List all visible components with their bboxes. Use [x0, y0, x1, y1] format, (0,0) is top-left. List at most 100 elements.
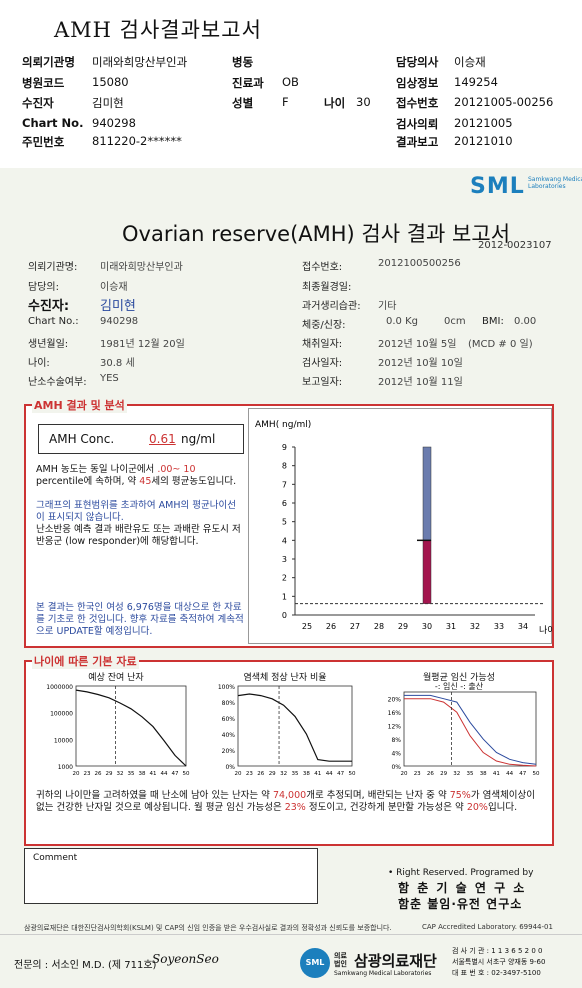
- x-tick-label: 44: [506, 771, 513, 777]
- info-value: 기타: [378, 301, 397, 312]
- amh-range-bar: [422, 540, 432, 604]
- header-value: 15080: [92, 75, 129, 89]
- header-value: 149254: [454, 75, 498, 89]
- mini-chart-svg: 100% 80% 60% 40% 20% 0%20 23 26 29 32 35 38 41 44 47 50: [218, 684, 356, 777]
- header-label: 의뢰기관명: [22, 55, 75, 69]
- x-tick-label: 23: [414, 771, 421, 777]
- y-tick-label: 3: [282, 555, 287, 564]
- doctor-signature: SoyeonSeo: [152, 952, 219, 966]
- header-label: 임상정보: [396, 76, 439, 90]
- x-tick-label: 44: [161, 771, 168, 777]
- info-label: 과거생리습관:: [302, 301, 361, 312]
- amh-range-note: 그래프의 표현범위를 초과하여 AMH의 평균나이선이 표시되지 않습니다.: [36, 500, 236, 523]
- header-label: 결과보고: [396, 135, 439, 149]
- x-tick-label: 20: [235, 771, 242, 777]
- report-title: Ovarian reserve(AMH) 검사 결과 보고서: [122, 222, 511, 246]
- y-tick-label: 100000: [50, 711, 73, 718]
- header-label: 나이: [324, 96, 346, 110]
- contact-line: 대 표 번 호 : 02-3497-5100: [452, 969, 541, 977]
- x-tick-label: 32: [117, 771, 124, 777]
- amh-conc-unit: ng/ml: [181, 432, 216, 446]
- info-label: 난소수술여부:: [28, 377, 87, 388]
- y-tick-label: 60%: [222, 716, 236, 723]
- y-tick-label: 1: [282, 592, 287, 601]
- header-label: 성별: [232, 96, 254, 110]
- amh-text-segment: 세의 평균농도입니다.: [151, 476, 237, 487]
- summary-segment: 가 염색체이상이 없는 건강한 난자일 것으로 예상됩니다. 월 평균 임신 가…: [36, 790, 536, 813]
- section-title: AMH 결과 및 분석: [32, 397, 127, 413]
- y-tick-label: 4: [282, 536, 287, 545]
- info-value: 미래와희망산부인과: [100, 262, 183, 273]
- y-tick-label: 1000000: [46, 684, 73, 691]
- header-label: Chart No.: [22, 116, 84, 130]
- mini-chart-chromosome: 100% 80% 60% 40% 20% 0% 20 23 26 29 32 35 38 41 44 47 50…: [210, 670, 360, 782]
- mini-chart-svg: 20% 16% 12% 8% 4% 0%20 23 26 29 32 35 38 41 44 47 50: [388, 691, 540, 777]
- y-tick-label: 4%: [391, 751, 401, 758]
- y-tick-label: 20%: [222, 748, 236, 755]
- chart2-frame: [237, 685, 353, 767]
- info-value: 30.8 세: [100, 358, 135, 369]
- chart1-curve: [75, 689, 187, 767]
- comment-label: Comment: [33, 853, 78, 863]
- amh-text-segment: .00~ 10: [157, 464, 196, 475]
- x-tick-label: 23: [84, 771, 91, 777]
- x-tick-label: 33: [494, 622, 504, 631]
- logo-prefix: 의료법인: [334, 952, 347, 968]
- header-value: 940298: [92, 116, 136, 130]
- x-tick-label: 38: [139, 771, 146, 777]
- patient-name: 김미현: [100, 299, 136, 314]
- info-value: 940298: [100, 316, 139, 327]
- x-axis-label: 나이: [539, 625, 553, 636]
- chart3-series-line: [404, 694, 537, 765]
- age-summary-text: 귀하의 나이만을 고려하였을 때 난소에 남아 있는 난자는 약 74,000개…: [36, 790, 546, 814]
- height-value: 0cm: [444, 316, 466, 327]
- summary-segment: 23%: [284, 802, 306, 813]
- info-label: 검사일자:: [302, 358, 343, 369]
- mini-chart-title: 월평균 임신 가능성: [423, 673, 495, 683]
- amh-result-section: AMH 결과 및 분석 AMH Conc. 0.61 ng/ml AMH 농도는…: [24, 397, 554, 648]
- y-tick-label: 80%: [222, 700, 236, 707]
- logo-english: Samkwang Medical Laboratories: [334, 970, 432, 977]
- info-value: 2012년 10월 11일: [378, 377, 463, 388]
- header-value: F: [282, 95, 289, 109]
- header-row: 병원코드 15080 진료과 OB 임상정보 149254: [0, 75, 582, 93]
- mini-chart-title: 염색체 정상 난자 비율: [243, 673, 327, 683]
- header-label: 병원코드: [22, 76, 65, 90]
- header-label: 주민번호: [22, 135, 65, 149]
- x-tick-label: 29: [440, 771, 447, 777]
- header-row: 수진자 김미현 성별 F 나이 30 접수번호 20121005-00256: [0, 95, 582, 113]
- x-tick-label: 29: [269, 771, 276, 777]
- y-tick-label: 0: [282, 611, 287, 620]
- amh-text-segment: percentile에 속하며, 약: [36, 476, 140, 487]
- summary-segment: 입니다.: [487, 802, 518, 813]
- section-title: 나이에 따른 기본 자료: [32, 653, 139, 669]
- institute-name: 함 춘 기 술 연 구 소: [398, 881, 527, 895]
- divider: [0, 934, 582, 935]
- amh-conc-box: AMH Conc. 0.61 ng/ml: [38, 424, 244, 454]
- x-tick-label: 41: [314, 771, 321, 777]
- mini-chart-legend: -: 임신 -: 출산: [434, 682, 484, 691]
- x-tick-label: 26: [95, 771, 102, 777]
- header-label: 검사의뢰: [396, 117, 439, 131]
- report-card: SML Samkwang Medical Laboratories Ovaria…: [0, 168, 582, 988]
- y-tick-label: 8: [282, 462, 287, 471]
- info-value: 이승재: [100, 282, 128, 293]
- x-tick-label: 47: [519, 771, 526, 777]
- header-value: 20121005-00256: [454, 95, 554, 109]
- x-tick-label: 29: [398, 622, 408, 631]
- weight-value: 0.0 Kg: [386, 316, 418, 327]
- contact-line: 서울특별시 서초구 양재동 9-60: [452, 958, 546, 966]
- x-tick-label: 34: [518, 622, 528, 631]
- mini-chart-eggs: 1000000 100000 10000 1000 20 23 26 29 32 35 38 41 44…: [36, 670, 196, 782]
- info-label: 접수번호:: [302, 262, 343, 273]
- header-row: Chart No. 940298 검사의뢰 20121005: [0, 116, 582, 134]
- x-tick-label: 41: [150, 771, 157, 777]
- x-tick-label: 31: [446, 622, 456, 631]
- amh-range-bar: [422, 446, 432, 541]
- report-number: 2012-0023107: [478, 240, 552, 251]
- y-tick-label: 9: [282, 443, 287, 452]
- x-tick-label: 32: [470, 622, 480, 631]
- x-tick-label: 38: [303, 771, 310, 777]
- document-title: AMH 검사결과보고서: [54, 18, 262, 42]
